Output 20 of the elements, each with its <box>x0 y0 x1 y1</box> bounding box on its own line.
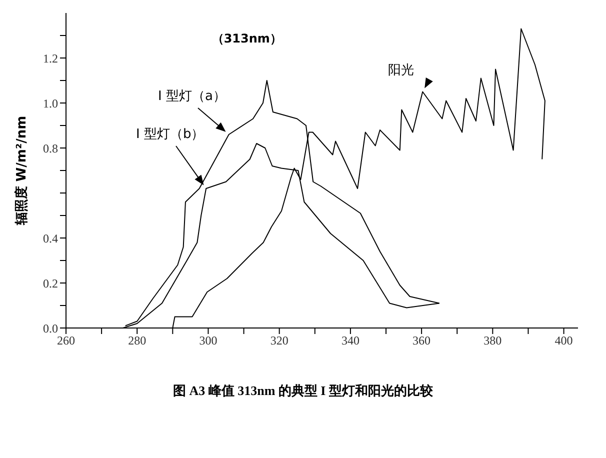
x-tick-label: 400 <box>554 334 573 348</box>
x-tick-label: 300 <box>199 334 218 348</box>
x-tick-label: 360 <box>412 334 431 348</box>
y-tick-label: 1.2 <box>43 51 58 66</box>
x-tick-label: 260 <box>57 334 75 348</box>
y-tick-label: 0.8 <box>43 141 58 156</box>
text: I 型灯（a） <box>158 89 226 104</box>
x-tick-label: 380 <box>484 334 502 348</box>
y-tick-label: 0.0 <box>43 321 58 336</box>
y-tick-label: 1.0 <box>43 96 58 110</box>
y-axis-title: 辐照度 W/m²/nm <box>14 116 30 226</box>
x-tick-label: 280 <box>128 334 146 348</box>
legend-label: I 型灯（b） <box>136 127 204 142</box>
caption: 图 A3 峰值 313nm 的典型 I 型灯和阳光的比较 <box>172 382 434 400</box>
y-tick-label: 0.2 <box>43 276 58 290</box>
annotation: （313nm） <box>212 32 282 46</box>
x-tick-label: 340 <box>341 334 360 348</box>
series-label: 阳光 <box>388 63 414 78</box>
y-tick-label: 0.4 <box>43 231 58 246</box>
x-tick-label: 320 <box>270 334 288 348</box>
